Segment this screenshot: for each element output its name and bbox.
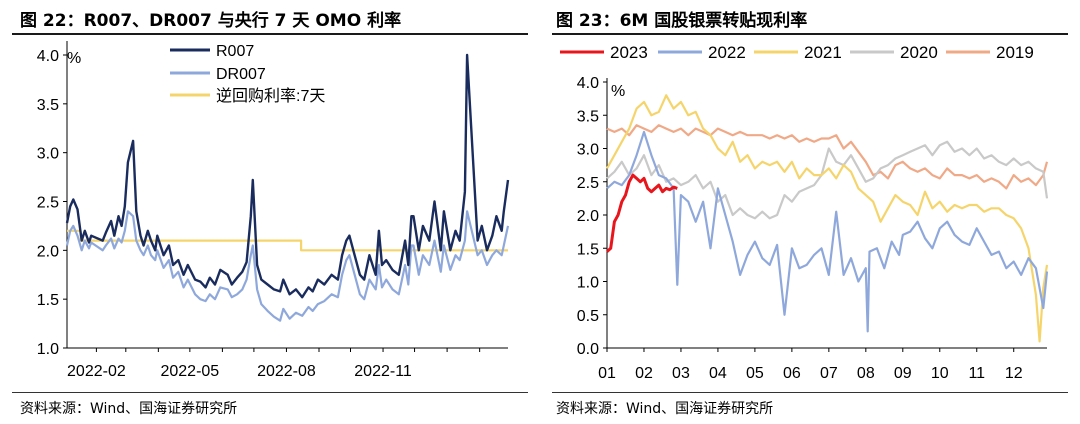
- x-tick-label: 2022-02: [67, 363, 126, 380]
- series-line-y2020: [606, 140, 1049, 220]
- y-tick-label: 3.0: [37, 146, 59, 163]
- x-tick-label: 06: [783, 365, 801, 382]
- y-tick-label: 2.0: [37, 243, 59, 260]
- legend-label: 2019: [996, 43, 1034, 62]
- y-tick-label: 1.0: [577, 275, 599, 292]
- legend-label: 2021: [804, 43, 842, 62]
- y-tick-label: 2.5: [37, 195, 59, 212]
- x-tick-label: 2022-08: [257, 363, 316, 380]
- x-tick-label: 09: [894, 365, 912, 382]
- x-tick-label: 11: [968, 365, 985, 382]
- chart-2-svg: 0.0 0.5 1.0 1.5 2.0 2.5 3.0 3.5 4.0 % 01 02 03 04 05 06…: [560, 43, 1049, 382]
- y-tick-label: 0.5: [577, 308, 599, 325]
- x-tick-label: 01: [598, 365, 616, 382]
- y-tick-label: 1.0: [37, 341, 59, 358]
- y-tick-label: 4.0: [577, 75, 599, 92]
- chart-1-bottom-rule: [12, 392, 528, 393]
- x-tick-label: 02: [635, 365, 653, 382]
- y-tick-label: 2.5: [577, 175, 599, 192]
- series-line-y2021: [606, 94, 1049, 343]
- legend-label: 逆回购利率:7天: [216, 87, 325, 105]
- y-tick-label: 0.0: [577, 341, 599, 358]
- series-line-y2019: [606, 124, 1049, 190]
- chart-1-top-rule: [12, 33, 528, 35]
- chart-1-svg: 1.0 1.5 2.0 2.5 3.0 3.5 4.0 % 2022-02 2022-05 2022…: [37, 41, 510, 380]
- series-line-omo-7d: [67, 229, 508, 252]
- legend-label: 2023: [610, 43, 648, 62]
- x-tick-label: 07: [820, 365, 838, 382]
- y-tick-label: 3.0: [577, 142, 599, 159]
- x-tick-label: 03: [672, 365, 690, 382]
- y-tick-label: 3.5: [37, 97, 59, 114]
- y-unit-label: %: [611, 83, 625, 100]
- chart-2-title: 图 23：6M 国股银票转贴现利率: [556, 11, 808, 31]
- y-tick-label: 3.5: [577, 108, 599, 125]
- y-tick-label: 4.0: [37, 48, 59, 65]
- chart-2-bottom-rule: [552, 392, 1068, 393]
- legend-label: 2020: [900, 43, 938, 62]
- x-tick-label: 10: [931, 365, 949, 382]
- x-tick-label: 12: [1005, 365, 1023, 382]
- y-tick-label: 1.5: [577, 241, 599, 258]
- x-tick-label: 2022-05: [160, 363, 219, 380]
- legend-label: R007: [216, 43, 254, 60]
- chart-2-source: 资料来源：Wind、国海证券研究所: [556, 401, 774, 417]
- legend-label: DR007: [216, 66, 266, 83]
- chart-panel-2: 图 23：6M 国股银票转贴现利率 0.0 0.5 1.0 1.5 2.0 2.5 3.0 3…: [540, 0, 1080, 424]
- series-line-dr007: [65, 210, 510, 322]
- x-tick-label: 04: [709, 365, 727, 382]
- chart-2-top-rule: [552, 33, 1068, 35]
- y-tick-label: 1.5: [37, 292, 59, 309]
- series-line-r007: [65, 53, 510, 299]
- legend-label: 2022: [708, 43, 746, 62]
- y-unit-label: %: [67, 50, 81, 67]
- chart-1-source: 资料来源：Wind、国海证券研究所: [20, 401, 238, 417]
- x-tick-label: 2022-11: [354, 363, 412, 380]
- y-tick-label: 2.0: [577, 208, 599, 225]
- chart-panel-1: 图 22：R007、DR007 与央行 7 天 OMO 利率 1.0 1.5 2.0…: [12, 11, 528, 417]
- x-tick-label: 08: [857, 365, 875, 382]
- series-line-y2023: [606, 173, 678, 253]
- series-line-y2022: [606, 130, 1049, 333]
- x-tick-label: 05: [746, 365, 764, 382]
- chart-1-title: 图 22：R007、DR007 与央行 7 天 OMO 利率: [20, 11, 402, 31]
